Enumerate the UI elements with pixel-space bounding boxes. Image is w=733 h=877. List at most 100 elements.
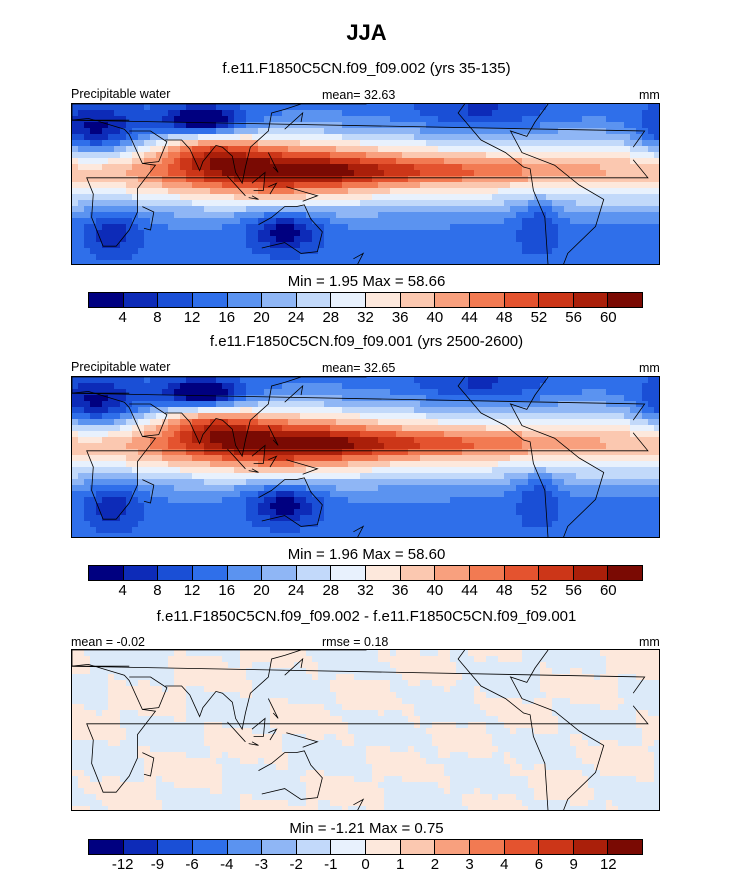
colorbar-swatch [192,840,228,854]
colorbar-swatch [608,566,642,580]
colorbar-tick-label: -3 [254,856,269,873]
panel-2-units-label: mm [639,361,660,375]
colorbar-tick-label: 28 [322,309,340,326]
colorbar-swatch [400,566,436,580]
colorbar-tick-label: 40 [426,309,444,326]
panel-3-mean-label: mean = -0.02 [71,635,146,649]
colorbar-tick-label: 28 [322,582,340,599]
colorbar-tick-label: -9 [150,856,165,873]
panel-1-map [71,103,660,265]
colorbar-swatch [123,840,159,854]
figure-title: JJA [346,20,387,45]
colorbar-tick-label: 0 [361,856,370,873]
panel-3-colorbar [88,839,643,855]
colorbar-swatch [469,566,505,580]
colorbar-tick-label: 56 [565,582,582,599]
colorbar-tick-label: 52 [530,582,548,599]
colorbar-swatch [192,566,228,580]
colorbar-swatch [123,566,159,580]
colorbar-swatch [158,566,193,580]
colorbar-tick-label: -2 [289,856,303,873]
panel-3-map [71,649,660,811]
colorbar-swatch [539,566,574,580]
panel-3-minmax: Min = -1.21 Max = 0.75 [289,820,444,837]
colorbar-swatch [539,293,574,307]
colorbar-tick-label: 8 [153,309,162,326]
colorbar-swatch [262,566,297,580]
colorbar-tick-label: 3 [465,856,474,873]
colorbar-swatch [296,293,332,307]
colorbar-tick-label: 8 [153,582,162,599]
colorbar-swatch [504,293,540,307]
colorbar-tick-label: 48 [495,582,513,599]
colorbar-swatch [366,293,401,307]
colorbar-swatch [573,566,609,580]
colorbar-swatch [331,293,366,307]
colorbar-tick-label: 6 [534,856,544,873]
colorbar-tick-label: 16 [218,582,236,599]
colorbar-swatch [296,566,332,580]
colorbar-tick-label: 20 [253,582,270,599]
colorbar-tick-label: 32 [357,582,374,599]
colorbar-swatch [158,293,193,307]
colorbar-swatch [296,840,332,854]
colorbar-tick-label: 56 [565,309,582,326]
colorbar-swatch [573,840,609,854]
colorbar-tick-label: 12 [599,856,617,873]
colorbar-tick-label: 9 [569,856,578,873]
colorbar-tick-label: 4 [500,856,509,873]
panel-2-map [71,376,660,538]
colorbar-swatch [469,840,505,854]
panel-1-subtitle: f.e11.F1850C5CN.f09_f09.002 (yrs 35-135) [222,60,511,77]
colorbar-tick-label: 16 [218,309,236,326]
colorbar-swatch [400,840,436,854]
panel-1-map-field [72,104,659,264]
colorbar-tick-label: 4 [118,309,127,326]
colorbar-swatch [192,293,228,307]
panel-2-mean-label: mean= 32.65 [322,361,396,375]
panel-2-colorbar-ticks: 4 8 12 16 20 24 28 32 36 40 44 48 52 56 60 [88,582,643,600]
panel-2-map-field [72,377,659,537]
colorbar-tick-label: 20 [253,309,270,326]
panel-1-minmax: Min = 1.95 Max = 58.66 [287,273,446,290]
colorbar-swatch [123,293,159,307]
colorbar-tick-label: 60 [599,582,617,599]
panel-1-colorbar-ticks: 4 8 12 16 20 24 28 32 36 40 44 48 52 56 60 [88,309,643,327]
colorbar-swatch [262,293,297,307]
colorbar-tick-label: 24 [287,309,305,326]
panel-3-subtitle: f.e11.F1850C5CN.f09_f09.002 - f.e11.F185… [156,608,577,625]
colorbar-tick-label: 2 [430,856,440,873]
colorbar-tick-label: 12 [183,309,201,326]
colorbar-tick-label: 48 [495,309,513,326]
panel-2-minmax: Min = 1.96 Max = 58.60 [287,546,446,563]
panel-1-mean-label: mean= 32.63 [322,88,396,102]
colorbar-swatch [608,840,642,854]
colorbar-swatch [573,293,609,307]
panel-3-colorbar-ticks: -12 -9 -6 -4 -3 -2 -1 0 1 2 3 4 6 9 12 [88,856,643,874]
colorbar-tick-label: -6 [185,856,199,873]
panel-3-map-field [72,650,659,810]
colorbar-swatch [400,293,436,307]
panel-2-subtitle: f.e11.F1850C5CN.f09_f09.001 (yrs 2500-26… [209,333,524,350]
colorbar-tick-label: 36 [391,582,409,599]
colorbar-tick-label: 36 [391,309,409,326]
panel-3-units-label: mm [639,635,660,649]
colorbar-swatch [227,293,263,307]
panel-3-rmse-label: rmse = 0.18 [322,635,389,649]
colorbar-tick-label: 52 [530,309,548,326]
colorbar-tick-label: 4 [118,582,127,599]
panel-2-variable-label: Precipitable water [71,360,171,374]
colorbar-tick-label: 44 [461,309,478,326]
colorbar-swatch [227,566,263,580]
colorbar-swatch [366,566,401,580]
colorbar-swatch [89,293,124,307]
colorbar-tick-label: -12 [111,856,134,873]
colorbar-tick-label: 1 [396,856,405,873]
panel-1-units-label: mm [639,88,660,102]
colorbar-tick-label: 32 [357,309,374,326]
colorbar-tick-label: 12 [183,582,201,599]
colorbar-swatch [331,566,366,580]
colorbar-swatch [227,840,263,854]
colorbar-swatch [435,840,470,854]
colorbar-tick-label: 44 [461,582,478,599]
